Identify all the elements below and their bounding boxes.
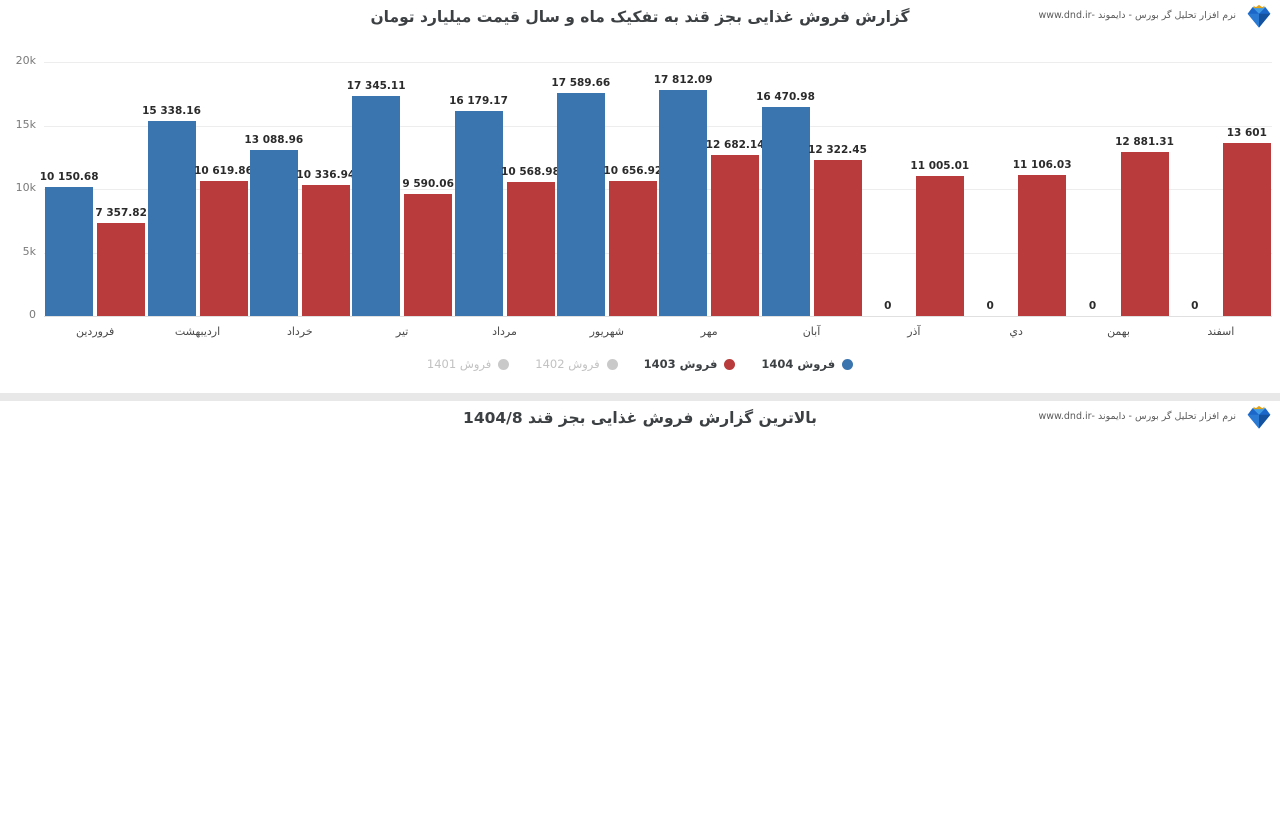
bar[interactable] — [454, 110, 503, 316]
bar-value-label: 12 682.14 — [705, 138, 765, 151]
y-axis-tick-label: 5k — [22, 244, 36, 258]
monthly-sales-chart-panel: گزارش فروش غذایی بجز قند به تفکیک ماه و … — [0, 0, 1280, 393]
bar[interactable] — [404, 194, 453, 316]
bar-value-label: 17 345.11 — [346, 79, 406, 92]
legend-label: فروش 1403 — [643, 357, 718, 371]
bar-value-label: 12 881.31 — [1115, 136, 1174, 149]
x-axis-category-label: تیر — [395, 325, 409, 338]
legend-item[interactable]: فروش 1402 — [535, 357, 618, 371]
bar-value-label: 15 338.16 — [142, 105, 201, 118]
bar-value-label: 7 357.82 — [95, 206, 147, 219]
bar[interactable] — [199, 181, 248, 316]
top-sellers-chart-panel: بالاترین گزارش فروش غذایی بجز قند 1404/8… — [0, 401, 1280, 821]
page-title: گزارش فروش غذایی بجز قند به تفکیک ماه و … — [370, 8, 910, 26]
legend-color-dot — [724, 358, 736, 370]
bar-value-label: 10 336.94 — [296, 168, 356, 181]
bar-value-label: 10 656.92 — [603, 164, 663, 177]
bar[interactable] — [97, 222, 146, 316]
diamond-icon — [1247, 4, 1271, 28]
legend-color-dot — [842, 358, 854, 370]
gridline — [44, 62, 1272, 63]
watermark-text-bottom: نرم افزار تحلیل گر بورس - دایموند -www.d… — [1038, 411, 1236, 422]
x-axis-category-label: فروردین — [76, 325, 115, 338]
bar-value-label: 0 — [1191, 300, 1199, 312]
legend-item[interactable]: فروش 1401 — [426, 357, 510, 371]
x-axis-category-label: شهریور — [589, 325, 625, 338]
bar[interactable] — [1018, 174, 1067, 316]
bar-value-label: 0 — [1088, 300, 1097, 312]
x-axis-category-label: اردیبهشت — [174, 325, 221, 338]
bar-value-label: 13 601 — [1226, 127, 1267, 140]
bar[interactable] — [45, 187, 94, 316]
bar[interactable] — [659, 89, 708, 316]
axis-baseline — [44, 316, 1272, 317]
diamond-icon — [1247, 405, 1271, 429]
legend-color-dot — [498, 358, 510, 370]
gridline — [44, 252, 1272, 254]
bar[interactable] — [915, 176, 964, 316]
panel-divider — [0, 393, 1280, 401]
x-axis-category-label: دي — [1009, 325, 1023, 338]
bar-value-label: 17 589.66 — [551, 76, 611, 89]
bar[interactable] — [352, 95, 401, 316]
bar[interactable] — [1120, 152, 1169, 316]
bar-value-label: 0 — [884, 300, 892, 312]
watermark-text: نرم افزار تحلیل گر بورس - دایموند -www.d… — [1038, 10, 1236, 21]
bar-value-label: 13 088.96 — [244, 133, 304, 146]
legend-item[interactable]: فروش 1404 — [761, 357, 854, 371]
legend-color-dot — [606, 358, 618, 370]
legend-item[interactable]: فروش 1403 — [644, 357, 736, 371]
bar[interactable] — [608, 180, 657, 316]
bar[interactable] — [556, 92, 605, 316]
bar[interactable] — [506, 181, 555, 316]
bar-value-label: 11 005.01 — [910, 160, 970, 173]
bar[interactable] — [711, 154, 760, 316]
bar-value-label: 17 812.09 — [653, 73, 713, 86]
bar-value-label: 10 150.68 — [39, 171, 99, 184]
bar[interactable] — [147, 121, 196, 316]
y-axis-tick-label: 0 — [29, 308, 36, 321]
x-axis-category-label: بهمن — [1107, 325, 1130, 338]
bar-value-label: 16 470.98 — [756, 90, 815, 103]
bottom-chart-title: بالاترین گزارش فروش غذایی بجز قند 1404/8 — [463, 409, 817, 427]
y-axis-tick-label: 15k — [15, 117, 36, 131]
bar-value-label: 10 619.86 — [194, 165, 253, 178]
bar[interactable] — [761, 106, 810, 316]
x-axis-category-label: آبان — [802, 325, 821, 338]
top-chart-legend: فروش 1404 فروش 1403 فروش 1402 فروش 1401 — [0, 357, 1280, 371]
legend-label: فروش 1404 — [761, 357, 836, 371]
x-axis-category-label: اسفند — [1207, 325, 1235, 338]
bar[interactable] — [1222, 143, 1271, 316]
bar[interactable] — [301, 184, 350, 316]
legend-label: فروش 1402 — [535, 357, 600, 371]
y-axis-tick-label: 10k — [15, 181, 36, 194]
x-axis-category-label: آذر — [907, 325, 921, 338]
bottom-chart-header: بالاترین گزارش فروش غذایی بجز قند 1404/8… — [0, 401, 1280, 435]
bar-value-label: 10 568.98 — [501, 165, 560, 178]
bar-value-label: 9 590.06 — [402, 178, 454, 191]
top-chart-header: گزارش فروش غذایی بجز قند به تفکیک ماه و … — [0, 0, 1280, 34]
bar-value-label: 16 179.17 — [449, 94, 508, 107]
bar-value-label: 0 — [986, 300, 994, 312]
x-axis-category-label: مهر — [700, 325, 718, 338]
bar[interactable] — [813, 159, 862, 316]
x-axis-category-label: خرداد — [286, 325, 313, 338]
x-axis-category-label: مرداد — [492, 325, 517, 338]
bar-value-label: 12 322.45 — [808, 143, 867, 156]
gridline — [44, 189, 1272, 190]
bar[interactable] — [249, 149, 298, 316]
gridline — [44, 125, 1272, 127]
bar-value-label: 11 106.03 — [1012, 158, 1072, 171]
legend-label: فروش 1401 — [426, 357, 492, 371]
y-axis-tick-label: 20k — [15, 54, 36, 67]
